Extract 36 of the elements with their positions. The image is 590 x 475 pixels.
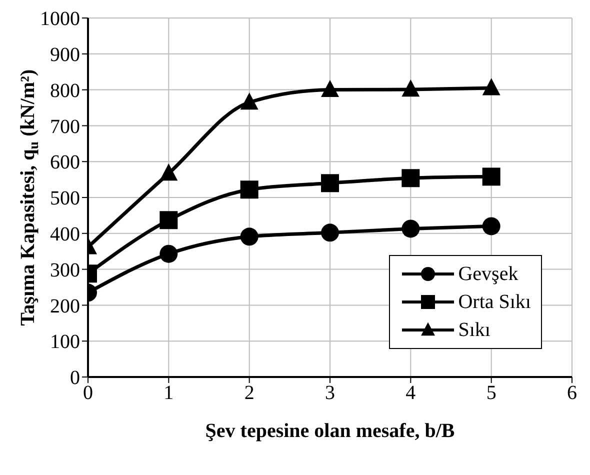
x-tick-label: 5 bbox=[486, 382, 496, 404]
point bbox=[160, 244, 178, 263]
point bbox=[482, 217, 500, 236]
y-tick-label: 500 bbox=[50, 188, 80, 210]
legend-label: Sıkı bbox=[458, 318, 490, 342]
point bbox=[240, 180, 258, 199]
y-tick-label: 1000 bbox=[40, 8, 80, 30]
x-tick-label: 3 bbox=[325, 382, 335, 404]
point bbox=[160, 211, 178, 230]
point bbox=[402, 80, 420, 97]
y-tick-label: 100 bbox=[50, 331, 80, 354]
point bbox=[321, 224, 339, 242]
point bbox=[240, 228, 258, 246]
y-tick-label: 300 bbox=[50, 259, 80, 282]
y-tick-label: 400 bbox=[50, 224, 80, 246]
y-tick-label: 900 bbox=[50, 44, 80, 66]
point bbox=[402, 169, 420, 188]
x-tick-label: 4 bbox=[406, 382, 416, 404]
point bbox=[240, 92, 258, 110]
x-tick-label: 6 bbox=[567, 382, 577, 404]
point bbox=[402, 220, 420, 238]
point bbox=[482, 78, 500, 96]
x-tick-label: 2 bbox=[244, 382, 254, 404]
x-axis-title: Şev tepesine olan mesafe, b/B bbox=[205, 420, 455, 442]
point bbox=[321, 174, 339, 192]
legend-label: Orta Sıkı bbox=[458, 290, 531, 314]
y-tick-label: 800 bbox=[50, 80, 80, 102]
point bbox=[482, 168, 500, 186]
y-tick-label: 200 bbox=[50, 295, 80, 318]
y-tick-label: 0 bbox=[70, 367, 80, 390]
y-tick-label: 700 bbox=[50, 116, 80, 138]
x-tick-label: 1 bbox=[164, 382, 174, 404]
point bbox=[321, 80, 339, 97]
y-tick-label: 600 bbox=[50, 152, 80, 174]
legend-label: Gevşek bbox=[458, 262, 518, 286]
point bbox=[160, 164, 178, 181]
